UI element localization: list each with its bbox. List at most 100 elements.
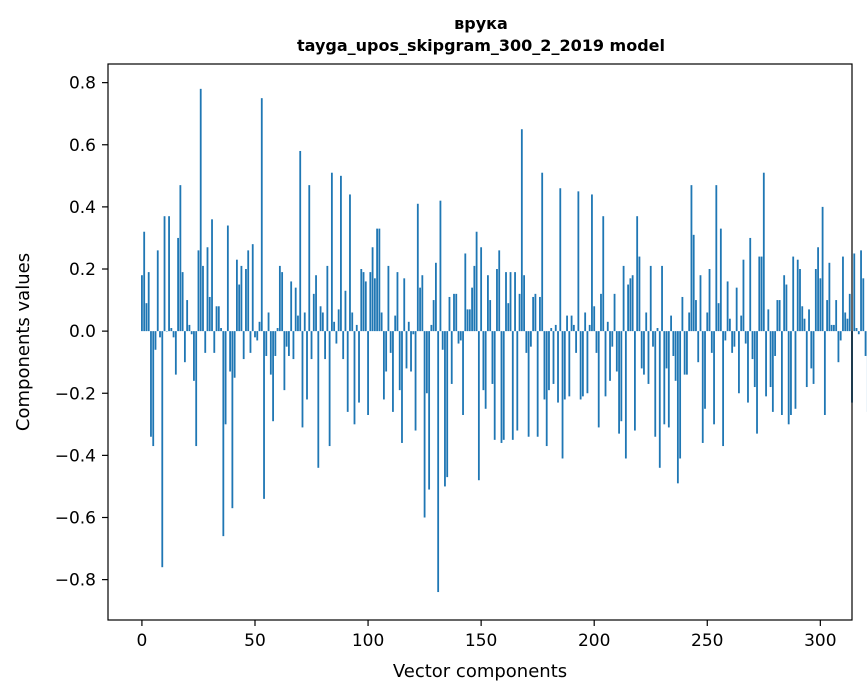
bar-247 <box>699 275 702 332</box>
bar-203 <box>600 293 602 332</box>
bar-6 <box>154 331 157 350</box>
bar-192 <box>575 331 578 353</box>
bar-262 <box>733 331 736 347</box>
bar-285 <box>785 284 788 332</box>
bar-76 <box>312 293 315 332</box>
bar-63 <box>283 331 286 391</box>
bar-277 <box>767 309 770 332</box>
y-tick-label: 0.0 <box>69 322 96 342</box>
bar-211 <box>618 331 620 434</box>
bar-264 <box>738 331 740 394</box>
bar-176 <box>539 296 541 332</box>
bar-263 <box>735 287 738 332</box>
y-tick-label: −0.8 <box>55 571 96 591</box>
bar-74 <box>308 185 311 332</box>
bar-238 <box>679 331 682 459</box>
bar-86 <box>335 331 338 344</box>
bar-71 <box>301 331 304 428</box>
bar-163 <box>509 272 512 332</box>
bar-series <box>141 88 867 593</box>
bar-174 <box>534 293 537 332</box>
bar-172 <box>529 331 532 347</box>
bar-255 <box>717 303 720 332</box>
bar-241 <box>686 331 688 375</box>
bar-250 <box>706 312 709 332</box>
bar-305 <box>830 324 833 332</box>
bar-58 <box>272 331 274 422</box>
bar-145 <box>468 309 471 332</box>
bar-53 <box>260 98 263 332</box>
x-axis: 0 50 100 150 200 250 300 <box>137 620 837 651</box>
bar-195 <box>581 331 584 397</box>
bar-287 <box>790 331 792 415</box>
bar-104 <box>376 228 379 332</box>
bar-91 <box>346 331 349 412</box>
bar-218 <box>634 331 636 431</box>
bar-219 <box>636 216 639 332</box>
bar-7 <box>156 250 159 332</box>
bar-295 <box>808 309 810 332</box>
bar-170 <box>525 331 528 353</box>
bar-101 <box>369 272 372 332</box>
bar-16 <box>177 237 180 332</box>
bar-52 <box>258 321 261 332</box>
bar-281 <box>776 300 779 332</box>
bar-137 <box>450 331 453 384</box>
bar-286 <box>787 331 790 425</box>
bar-118 <box>407 321 410 332</box>
plot-frame <box>107 63 853 621</box>
bar-313 <box>848 293 851 332</box>
bar-51 <box>256 331 259 341</box>
bar-303 <box>826 300 829 332</box>
bar-191 <box>572 324 575 332</box>
bar-4 <box>150 331 152 437</box>
bar-42 <box>235 259 238 332</box>
bar-232 <box>665 331 668 369</box>
y-tick-label: −0.6 <box>55 508 96 528</box>
bar-301 <box>821 206 824 332</box>
bar-56 <box>267 312 270 332</box>
bar-78 <box>317 331 320 468</box>
bar-242 <box>688 312 691 332</box>
bar-141 <box>459 331 462 341</box>
bar-57 <box>269 331 272 375</box>
bar-251 <box>708 269 711 332</box>
bar-179 <box>545 331 548 447</box>
bar-83 <box>328 331 331 447</box>
bar-254 <box>715 185 718 332</box>
bar-157 <box>496 269 498 332</box>
y-tick-label: −0.4 <box>55 446 96 466</box>
chart-title-model: tayga_upos_skipgram_300_2_2019 model <box>297 36 665 55</box>
bar-115 <box>401 331 403 443</box>
bar-128 <box>430 324 433 332</box>
bar-66 <box>290 281 293 332</box>
bar-234 <box>670 315 672 332</box>
bar-151 <box>482 331 485 391</box>
bar-252 <box>710 331 713 353</box>
bar-22 <box>190 331 193 335</box>
bar-183 <box>554 324 557 332</box>
bar-167 <box>518 293 521 332</box>
bar-273 <box>758 256 761 332</box>
bar-9 <box>161 331 164 568</box>
bar-193 <box>577 191 580 332</box>
bar-43 <box>238 284 241 332</box>
bar-249 <box>704 331 706 409</box>
bar-99 <box>364 281 367 332</box>
bar-259 <box>726 281 729 332</box>
bar-109 <box>387 265 390 332</box>
bar-164 <box>511 331 514 440</box>
bar-196 <box>584 312 587 332</box>
bar-144 <box>466 309 469 332</box>
bar-68 <box>294 287 297 332</box>
bar-217 <box>631 275 634 332</box>
bar-304 <box>828 262 831 332</box>
bar-125 <box>423 331 426 518</box>
bar-292 <box>801 306 804 332</box>
bar-48 <box>249 331 252 353</box>
bar-140 <box>457 331 460 344</box>
bar-320 <box>864 331 867 356</box>
x-axis-label: Vector components <box>393 661 567 682</box>
y-axis: −0.8 −0.6 −0.4 −0.2 0.0 0.2 0.4 0.6 0.8 <box>55 74 108 591</box>
bar-159 <box>500 331 503 443</box>
